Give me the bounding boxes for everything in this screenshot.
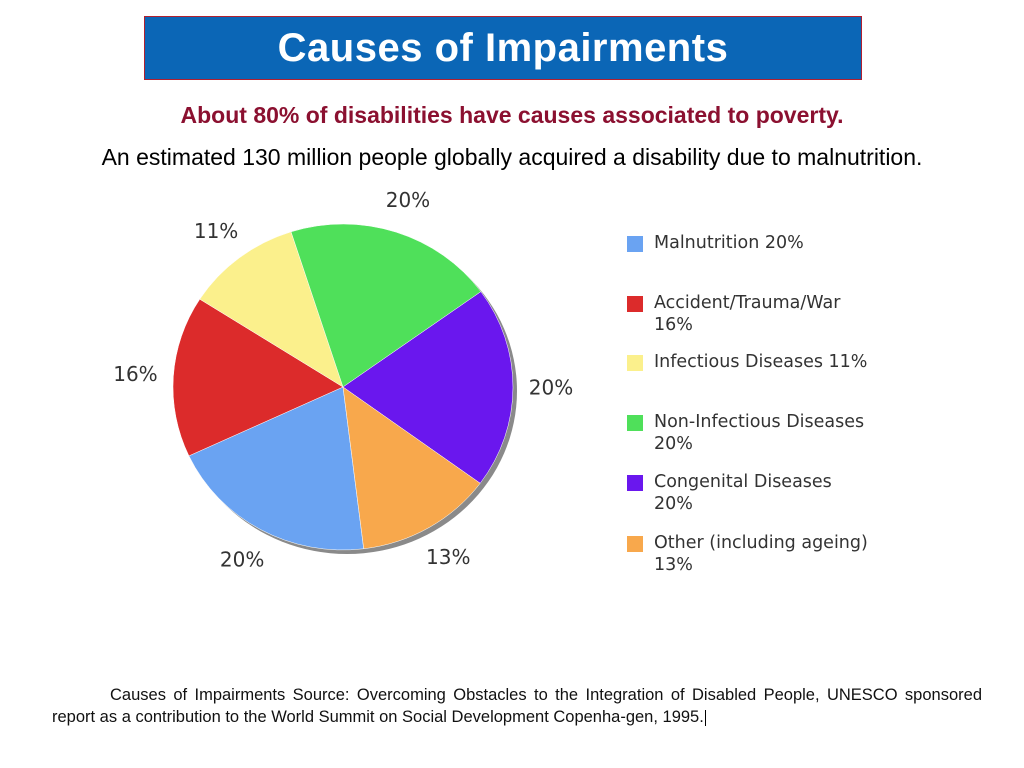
- text-cursor: [704, 709, 706, 726]
- legend-swatch: [626, 414, 644, 432]
- legend-swatch: [626, 354, 644, 372]
- pie-slice-accident-trauma-war: [172, 298, 344, 457]
- data-label-congenital-diseases: 20%: [529, 376, 573, 400]
- legend-label: Congenital Diseases 20%: [654, 472, 832, 514]
- legend-label: Infectious Diseases 11%: [654, 352, 868, 372]
- data-label-other-including-ageing: 13%: [426, 545, 470, 569]
- subtitle-poverty: About 80% of disabilities have causes as…: [180, 102, 844, 128]
- pie-slice-non-infectious-diseases: [290, 223, 482, 388]
- data-label-non-infectious-diseases: 20%: [386, 188, 430, 212]
- source-text: Causes of Impairments Source: Overcoming…: [52, 686, 982, 726]
- data-label-infectious-diseases: 11%: [194, 219, 238, 243]
- legend-label: Accident/Trauma/War 16%: [654, 293, 841, 335]
- legend-swatch: [626, 295, 644, 313]
- slide-title: Causes of Impairments: [277, 25, 729, 70]
- data-label-malnutrition: 20%: [220, 547, 264, 571]
- source-citation: Causes of Impairments Source: Overcoming…: [52, 684, 982, 728]
- legend-swatch: [626, 235, 644, 253]
- legend-swatch: [626, 474, 644, 492]
- subtitle-malnutrition: An estimated 130 million people globally…: [101, 144, 923, 170]
- legend-label: Non-Infectious Diseases 20%: [654, 412, 865, 454]
- pie-slice-congenital-diseases: [342, 291, 514, 484]
- pie-slice-malnutrition: [188, 386, 364, 551]
- pie-slice-other-including-ageing: [342, 386, 481, 550]
- data-label-accident-trauma-war: 16%: [113, 362, 157, 386]
- legend-label: Other (including ageing) 13%: [654, 533, 868, 575]
- legend-swatch: [626, 535, 644, 553]
- legend-label: Malnutrition 20%: [654, 233, 804, 253]
- pie-slice-infectious-diseases: [199, 231, 344, 388]
- slide-title-bar: Causes of Impairments: [144, 16, 862, 80]
